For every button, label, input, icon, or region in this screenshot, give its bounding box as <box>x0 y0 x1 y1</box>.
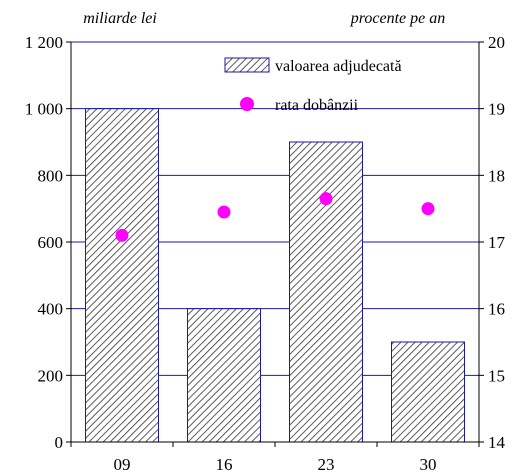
legend-label-bars: valoarea adjudecată <box>275 58 402 75</box>
right-tick-label: 14 <box>488 433 506 452</box>
legend: valoarea adjudecată rata dobânzii <box>224 57 402 114</box>
left-tick-label: 1 200 <box>25 33 63 52</box>
right-tick-label: 17 <box>488 233 506 252</box>
left-tick-label: 0 <box>55 433 64 452</box>
right-tick-label: 19 <box>488 100 505 119</box>
right-tick-label: 16 <box>488 300 505 319</box>
x-tick-label: 16 <box>216 455 233 474</box>
data-point <box>421 202 435 216</box>
bar-series <box>85 108 465 443</box>
scatter-series <box>115 192 435 242</box>
left-tick-label: 600 <box>38 233 64 252</box>
x-tick-label: 09 <box>114 455 131 474</box>
left-tick-label: 200 <box>38 366 64 385</box>
data-point <box>217 205 231 219</box>
axes: 0 200 400 600 800 1 000 1 200 14 15 16 17 18 19 20 09 1… <box>25 33 506 474</box>
bar <box>391 341 465 443</box>
legend-swatch-bars <box>224 57 270 73</box>
data-point <box>319 192 333 206</box>
data-point <box>115 228 129 242</box>
bar <box>289 141 363 443</box>
bar <box>85 108 159 443</box>
right-tick-label: 18 <box>488 166 505 185</box>
right-tick-label: 20 <box>488 33 505 52</box>
right-tick-label: 15 <box>488 366 505 385</box>
legend-label-dots: rata dobânzii <box>275 97 359 114</box>
x-tick-label: 30 <box>420 455 437 474</box>
legend-marker-dots <box>240 97 254 111</box>
right-axis-unit-label: procente pe an <box>350 10 445 27</box>
left-tick-label: 400 <box>38 300 64 319</box>
x-tick-label: 23 <box>318 455 335 474</box>
left-tick-label: 1 000 <box>25 100 63 119</box>
left-axis-unit-label: miliarde lei <box>83 10 157 27</box>
left-tick-label: 800 <box>38 166 64 185</box>
bar <box>187 308 261 443</box>
